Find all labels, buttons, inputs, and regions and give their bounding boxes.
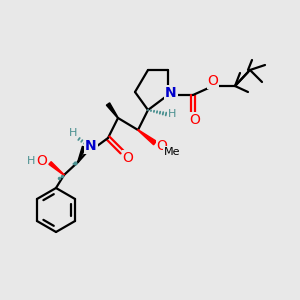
Text: O: O (157, 139, 167, 153)
Text: N: N (165, 86, 177, 100)
Text: O: O (37, 154, 47, 168)
Text: O: O (208, 74, 218, 88)
Polygon shape (49, 162, 64, 175)
Text: N: N (85, 139, 97, 153)
Text: O: O (123, 151, 134, 165)
Text: H: H (168, 109, 176, 119)
Text: O: O (190, 113, 200, 127)
Text: H: H (69, 128, 77, 138)
Text: Me: Me (164, 147, 180, 157)
Polygon shape (78, 146, 86, 162)
Polygon shape (138, 130, 156, 145)
Text: H: H (27, 156, 35, 166)
Polygon shape (106, 103, 118, 118)
